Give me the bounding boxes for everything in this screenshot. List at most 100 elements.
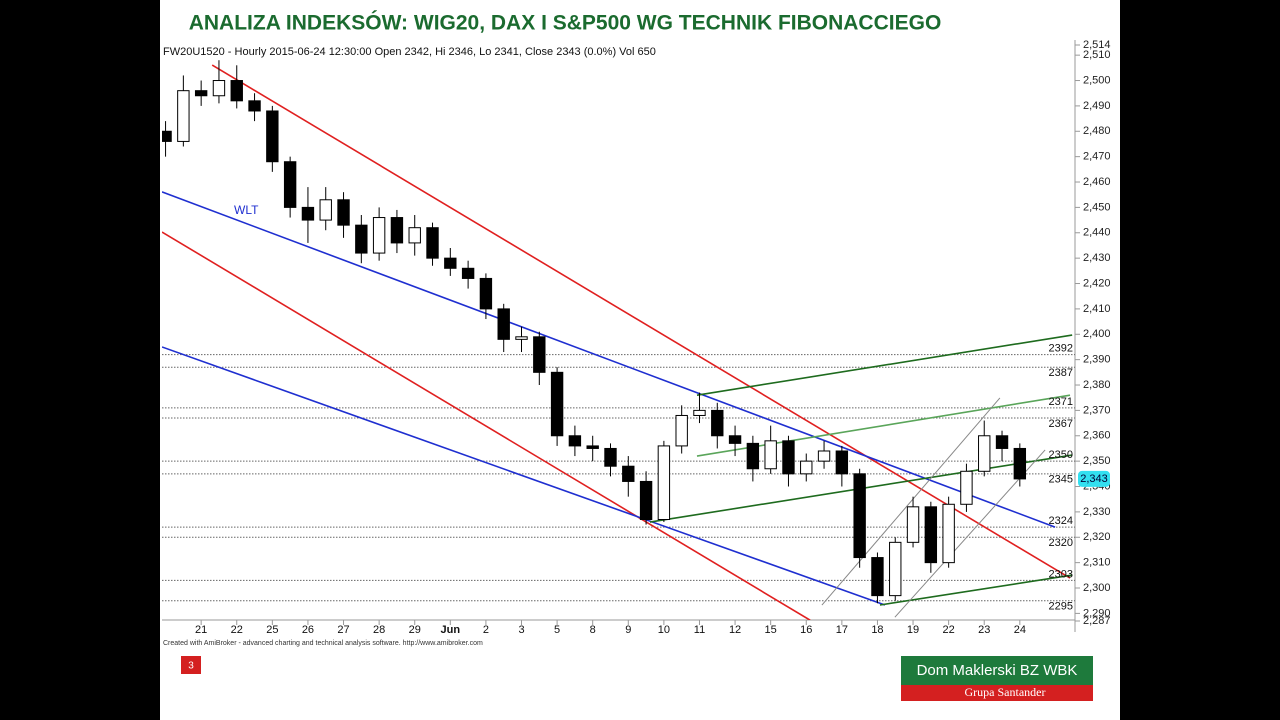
x-tick-label: 11 <box>694 624 705 636</box>
candle-body <box>639 480 653 521</box>
y-tick-label: 2,470 <box>1083 151 1111 163</box>
candle-body <box>942 503 955 564</box>
x-tick-label: 18 <box>871 624 883 636</box>
level-label: 2350 <box>1049 449 1073 461</box>
x-tick-label: 26 <box>302 624 314 636</box>
candle-body <box>622 465 635 482</box>
candle-body <box>746 442 760 470</box>
level-label: 2392 <box>1049 342 1073 354</box>
candle-body <box>675 414 688 447</box>
candle-body <box>497 308 510 340</box>
candle-body <box>162 130 172 142</box>
trend-line <box>821 397 1001 606</box>
x-tick-label: 21 <box>195 624 207 636</box>
y-tick-label: 2,440 <box>1083 227 1111 239</box>
trend-line <box>879 574 1073 606</box>
level-label: 2303 <box>1049 568 1073 580</box>
y-tick-label: 2,300 <box>1083 582 1111 594</box>
candle-body <box>657 445 671 521</box>
trend-line <box>162 346 886 606</box>
y-tick-label: 2,500 <box>1083 74 1111 86</box>
candle-body <box>479 277 493 310</box>
candle-body <box>728 435 742 444</box>
x-tick-label: 16 <box>800 624 812 636</box>
level-label: 2324 <box>1049 515 1073 527</box>
x-tick-label: 3 <box>518 624 524 636</box>
slide-background <box>160 0 1120 720</box>
trend-line <box>162 231 811 620</box>
x-tick-label: 5 <box>554 624 560 636</box>
logo-top <box>901 656 1093 685</box>
x-tick-label: 10 <box>658 624 670 636</box>
x-tick-label: 2 <box>483 624 489 636</box>
logo-line: Dom Maklerski BZ WBK <box>917 662 1078 679</box>
candle-body <box>960 470 973 505</box>
y-tick-label: 2,430 <box>1083 252 1111 264</box>
y-tick-label: 2,460 <box>1083 176 1111 188</box>
candle-body <box>230 80 243 102</box>
candle-body <box>995 435 1009 449</box>
level-label: 2387 <box>1049 367 1073 379</box>
y-tick-label: 2,380 <box>1083 379 1111 391</box>
candle-body <box>693 409 706 416</box>
candle-body <box>889 541 902 597</box>
y-tick-label: 2,290 <box>1083 607 1111 619</box>
candle-body <box>586 445 599 449</box>
x-tick-label: 19 <box>907 624 919 636</box>
trend-line <box>696 334 1073 396</box>
trend-line <box>211 64 1071 579</box>
candle-body <box>426 227 439 259</box>
price-tag <box>1078 470 1110 487</box>
slide-number-box <box>181 656 201 674</box>
candle-body <box>266 110 279 163</box>
candle-body <box>835 450 849 475</box>
x-tick-label: 23 <box>978 624 990 636</box>
slide-number: 3 <box>188 661 194 672</box>
candle-body <box>301 206 315 221</box>
y-tick-label: 2,390 <box>1083 354 1111 366</box>
candle-body <box>906 506 920 543</box>
candle-body <box>177 90 190 142</box>
candle-body <box>978 435 991 472</box>
x-tick-label: 15 <box>765 624 777 636</box>
level-label: 2367 <box>1049 418 1073 430</box>
y-tick-label: 2,400 <box>1083 328 1111 340</box>
x-tick-label: 17 <box>836 624 848 636</box>
x-tick-label: 12 <box>729 624 741 636</box>
candle-body <box>568 435 582 447</box>
candle-body <box>461 267 475 279</box>
y-tick-label: 2,450 <box>1083 201 1111 213</box>
candle-body <box>319 199 332 221</box>
candle-body <box>800 460 813 475</box>
x-tick-label: 27 <box>337 624 349 636</box>
y-tick-label: 2,480 <box>1083 125 1111 137</box>
y-tick-label: 2,320 <box>1083 531 1111 543</box>
y-tick-label: 2,360 <box>1083 430 1111 442</box>
candle-body <box>1013 447 1027 480</box>
y-tick-label: 2,350 <box>1083 455 1111 467</box>
price-tag-label: 2,343 <box>1080 473 1108 485</box>
plot-area <box>162 60 1075 620</box>
candle-body <box>550 371 564 437</box>
candle-body <box>924 506 938 564</box>
candle-body <box>248 100 261 112</box>
chart-header: FW20U1520 - Hourly 2015-06-24 12:30:00 O… <box>163 46 656 58</box>
candle-body <box>337 199 350 226</box>
y-tick-label: 2,514 <box>1083 39 1111 51</box>
x-tick-label: 24 <box>1014 624 1026 636</box>
candle-body <box>372 217 386 254</box>
x-tick-label: 25 <box>266 624 278 636</box>
footer-note: Created with AmiBroker - advanced charti… <box>163 640 483 647</box>
candle-body <box>782 440 795 475</box>
y-tick-label: 2,370 <box>1083 404 1111 416</box>
candle-body <box>764 440 777 470</box>
level-label: 2320 <box>1049 537 1073 549</box>
level-label: 2295 <box>1049 601 1073 613</box>
x-tick-label: 9 <box>625 624 631 636</box>
candle-body <box>871 557 884 597</box>
candle-body <box>533 336 546 373</box>
candle-body <box>212 80 226 97</box>
x-tick-label: Jun <box>441 624 461 636</box>
y-tick-label: 2,310 <box>1083 557 1111 569</box>
